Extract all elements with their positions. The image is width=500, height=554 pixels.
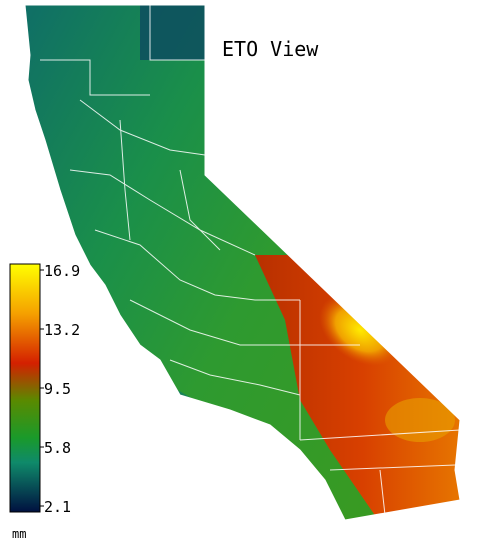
legend-ticks: 16.9 13.2 9.5 5.8 2.1 xyxy=(40,262,80,516)
legend-tick-label: 13.2 xyxy=(44,321,80,339)
legend-tick-label: 16.9 xyxy=(44,262,80,280)
legend-tick-label: 2.1 xyxy=(44,498,71,516)
legend-unit: mm xyxy=(12,527,26,541)
map-title: ETO View xyxy=(222,37,319,61)
legend-tick-label: 5.8 xyxy=(44,439,71,457)
legend-tick-label: 9.5 xyxy=(44,380,71,398)
color-bar xyxy=(9,263,41,513)
